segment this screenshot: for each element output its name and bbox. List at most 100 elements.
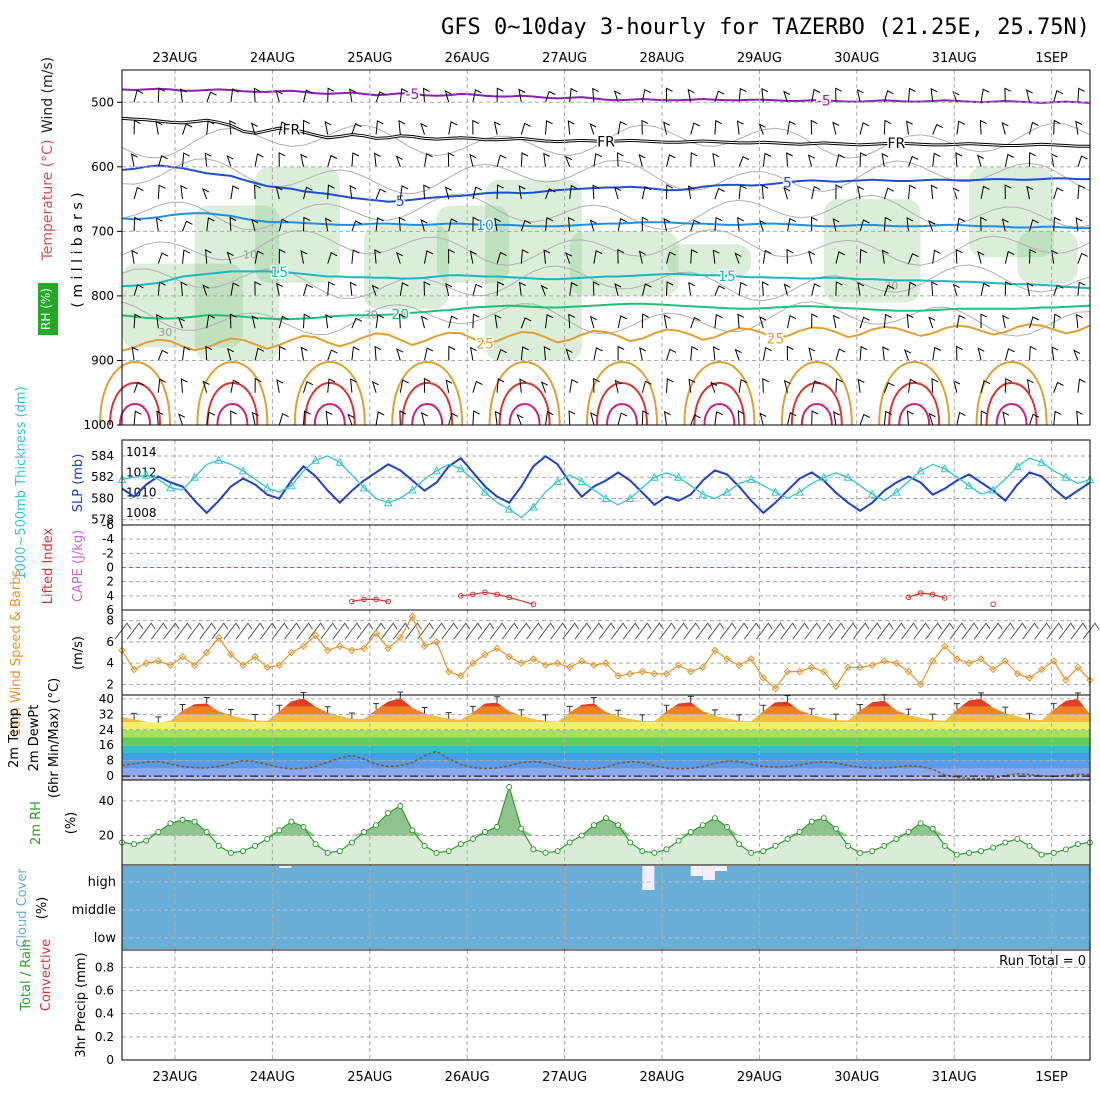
rh-marker [724, 823, 730, 830]
wind-speed-marker [783, 667, 792, 676]
wind-barb [906, 313, 914, 329]
wind10m-barb [816, 622, 834, 640]
wind-barb [493, 121, 501, 135]
temp-tick-label: 24 [99, 723, 114, 737]
wind-barb [303, 89, 313, 103]
wind-barb [374, 345, 382, 361]
wind-barb [375, 217, 384, 232]
wind-barb [908, 253, 919, 264]
wind-barb [931, 281, 938, 296]
wind-barb [543, 249, 551, 264]
wind10m-barb [513, 622, 531, 640]
wind-barb [617, 218, 627, 232]
wind-barb [883, 216, 892, 232]
wind-barb [737, 313, 745, 329]
wind-barb [327, 349, 338, 361]
wind10m-barb [913, 622, 931, 640]
wind-ylabel-1: 10m Wind Speed & Barbs [9, 570, 24, 737]
wind-barb [906, 217, 914, 232]
wind10m-barb [344, 622, 362, 640]
thickness-marker [698, 489, 708, 498]
rh-marker [845, 842, 851, 849]
thickness-marker [383, 498, 393, 507]
wind-speed-marker [965, 659, 973, 667]
surface-temp-contour [488, 361, 561, 426]
wind-speed-marker [662, 670, 671, 678]
wind-barb [714, 410, 723, 426]
wind-barb [349, 185, 357, 200]
wind10m-barb [138, 622, 156, 640]
rh-marker [748, 849, 755, 856]
rh-marker [203, 829, 210, 836]
surface-temp-contour [293, 361, 366, 426]
wind-barb [520, 249, 529, 264]
rh-marker [264, 835, 271, 842]
surface-temp-contour [498, 382, 551, 426]
rh-peak-area [122, 786, 1090, 836]
rh-contour-line [121, 122, 1091, 159]
wind-barb [734, 252, 742, 264]
wind-speed-marker [251, 653, 259, 661]
rh-marker [469, 835, 476, 842]
wind-speed-marker [953, 655, 961, 663]
wind-barb [204, 152, 212, 167]
wind10m-barb [961, 622, 979, 640]
thickness-tick-label: 578 [91, 513, 114, 527]
wind-barb [1026, 378, 1034, 393]
wind-barb [472, 283, 483, 297]
wind-barb [835, 281, 843, 296]
wind-barb [613, 90, 621, 103]
rh-marker [300, 823, 307, 830]
contour-label: FR [888, 136, 906, 152]
panel-frame-precip [121, 949, 1091, 1061]
wind-barb [641, 88, 652, 103]
thickness-marker [456, 464, 466, 473]
wind-barb [1053, 216, 1061, 232]
rh-ylabel: 2m RH [29, 801, 44, 845]
slp-line [121, 454, 1091, 515]
thickness-marker [287, 481, 296, 490]
rh-marker [917, 820, 924, 827]
wind-barb [690, 152, 698, 167]
rh-marker [687, 829, 694, 836]
wind-barb [157, 252, 169, 264]
wind10m-barb [1022, 622, 1039, 640]
panel-border-precip [121, 949, 1091, 1061]
li-marker [458, 593, 464, 599]
wind-barb [494, 410, 502, 426]
wind-barb [275, 282, 283, 297]
wind-speed-marker [880, 657, 889, 665]
rh-marker [312, 841, 319, 848]
wind-barb [1051, 249, 1058, 264]
wind-barb [349, 88, 357, 103]
wind-barb [375, 91, 387, 103]
rh-contour-line [121, 301, 1091, 337]
wind-barb [616, 152, 624, 167]
wind-barb [1029, 316, 1040, 329]
wind-barb [469, 153, 477, 167]
wind-barb [230, 185, 240, 200]
rh-marker [252, 842, 259, 849]
wind-speed-marker [989, 665, 997, 674]
thickness-ylabel: 1000~500mb Thickness (dm) [14, 386, 29, 579]
wind-barb [472, 119, 480, 135]
surface-temp-contour [303, 382, 356, 426]
wind-barb [882, 346, 890, 361]
wind-speed-marker [517, 659, 526, 667]
li-marker [942, 595, 948, 601]
rh-marker [881, 842, 888, 849]
wind-barb [832, 218, 840, 232]
wind-barb [182, 123, 193, 135]
contour-line-fr-inner [121, 117, 1090, 147]
wind-barb [472, 89, 482, 103]
wind-barb [881, 249, 889, 264]
wind-barb [928, 316, 936, 329]
temp-minmax-marker [905, 708, 912, 716]
wind-barb [133, 410, 142, 426]
wind-barb [205, 345, 213, 361]
wind-barb [592, 87, 599, 103]
wind-barb [496, 154, 507, 167]
contour-label: 5 [396, 194, 405, 210]
rh-marker [832, 825, 839, 832]
